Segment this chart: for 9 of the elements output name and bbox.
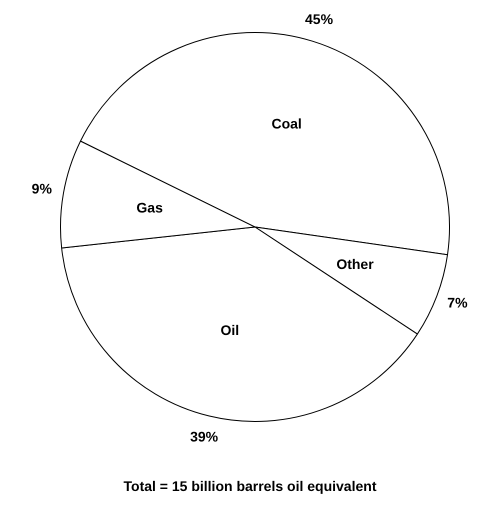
text: Total = 15 billion barrels oil equivalent [124, 478, 377, 494]
slice-label: Oil [220, 322, 240, 338]
slice-label: Other [336, 256, 374, 272]
data-label: 9% [32, 180, 52, 196]
data-label: 39% [190, 428, 219, 444]
slice-label: Coal [271, 116, 302, 132]
data-label: 45% [305, 11, 334, 28]
slice-label: Gas [136, 199, 164, 216]
data-label: 7% [447, 294, 468, 311]
